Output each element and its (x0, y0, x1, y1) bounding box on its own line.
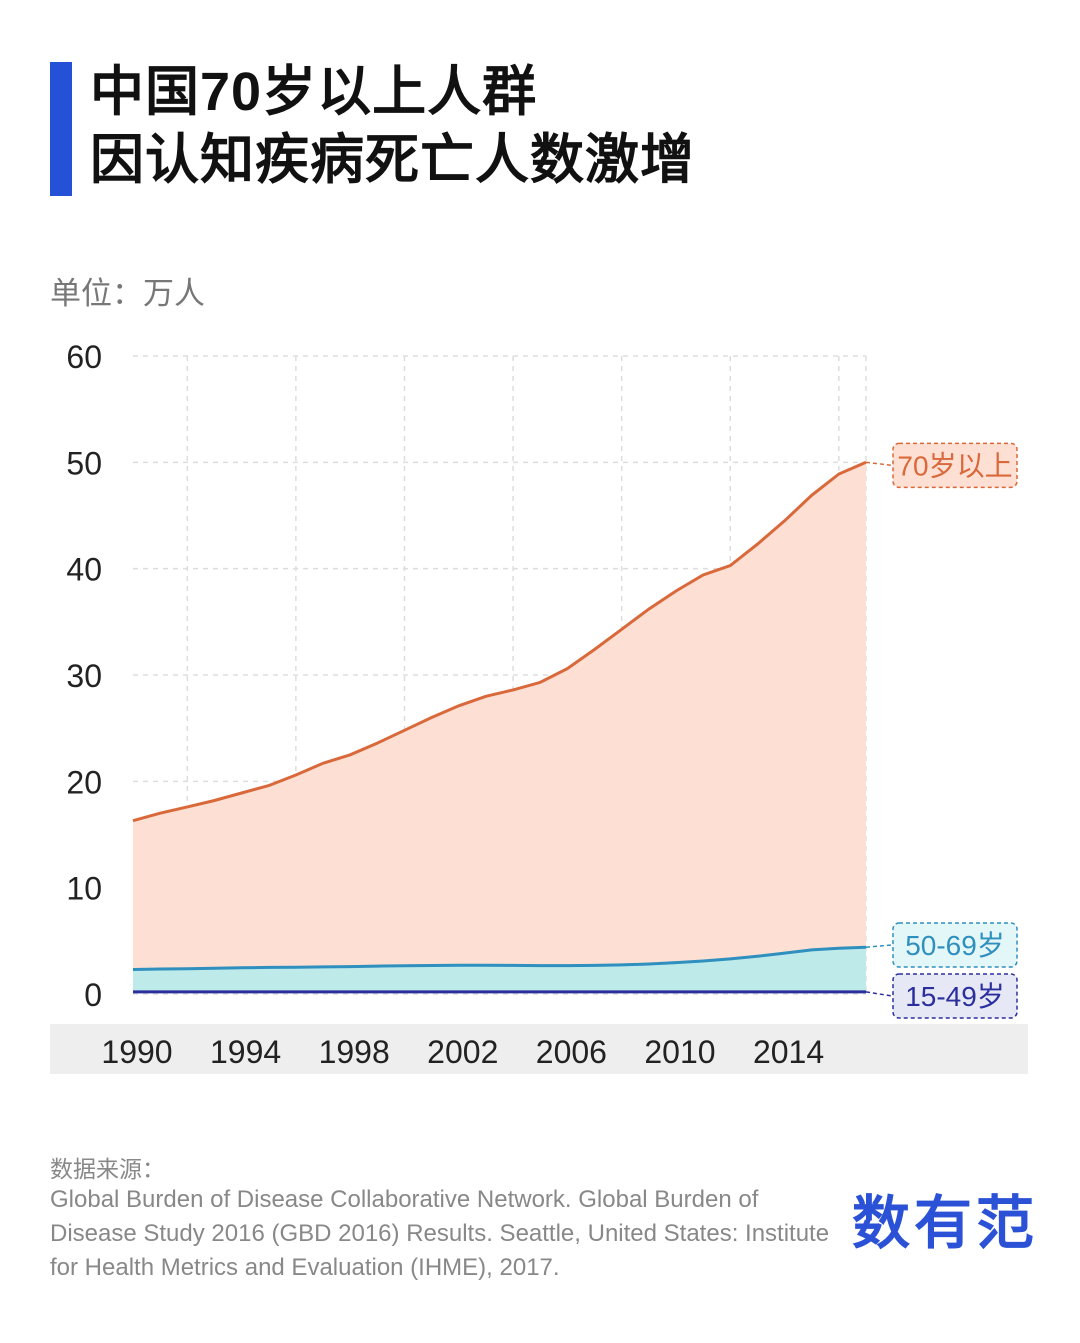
title-line-2: 因认知疾病死亡人数激增 (90, 130, 695, 190)
y-tick-label: 10 (66, 871, 102, 907)
area-chart: 0 10 20 30 40 50 60 1990 1994 1998 2002 2006 2010 201… (50, 339, 1028, 1074)
series-label: 70岁以上 (897, 450, 1012, 481)
series-label: 50-69岁 (905, 930, 1005, 961)
y-tick-label: 50 (66, 445, 102, 481)
y-tick-label: 30 (66, 658, 102, 694)
chart-title: 中国70岁以上人群 因认知疾病死亡人数激增 (90, 58, 695, 194)
x-tick-label: 1990 (101, 1034, 172, 1070)
unit-label: 单位：万人 (50, 276, 205, 311)
source-heading: 数据来源： (50, 1156, 165, 1182)
logo-text: 数有范 (852, 1191, 1039, 1256)
x-tick-label: 2002 (427, 1034, 498, 1070)
x-tick-label: 2006 (536, 1034, 607, 1070)
x-tick-label: 1994 (210, 1034, 281, 1070)
series-label-leader (865, 991, 893, 997)
brand-logo: 数有范 (852, 1176, 1038, 1260)
series-label-leader (865, 461, 893, 467)
x-tick-label: 1998 (319, 1034, 390, 1070)
series-label-box (892, 442, 1018, 489)
line-70-plus (132, 460, 867, 823)
title-accent-bar (50, 62, 72, 196)
area-50-69 (133, 947, 866, 992)
x-tick-label: 2014 (753, 1034, 824, 1070)
source-text: Global Burden of Disease Collaborative N… (50, 1186, 830, 1281)
line-50-69 (132, 945, 867, 971)
y-tick-label: 60 (66, 339, 102, 375)
area-70-plus (133, 462, 866, 970)
series-label-box (892, 973, 1018, 1019)
series-label-box (892, 922, 1018, 968)
series-label: 15-49岁 (905, 981, 1005, 1012)
y-tick-label: 40 (66, 552, 102, 588)
title-line-1: 中国70岁以上人群 (90, 62, 538, 122)
series-label-leader (865, 944, 893, 948)
y-tick-label: 0 (84, 977, 102, 1013)
y-tick-label: 20 (66, 764, 102, 800)
x-axis-band (50, 1024, 1028, 1074)
x-tick-label: 2010 (644, 1034, 715, 1070)
